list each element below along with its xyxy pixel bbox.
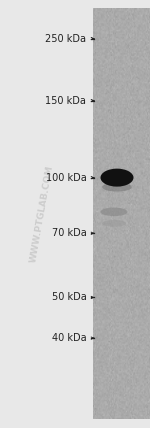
Text: 150 kDa: 150 kDa [45,95,86,106]
Text: 250 kDa: 250 kDa [45,33,86,44]
Ellipse shape [100,169,134,187]
Text: 70 kDa: 70 kDa [51,228,86,238]
Ellipse shape [102,220,126,227]
Text: 40 kDa: 40 kDa [52,333,86,343]
Text: WWW.PTGLAB.COM: WWW.PTGLAB.COM [29,164,55,264]
Ellipse shape [100,208,127,216]
Text: 50 kDa: 50 kDa [51,292,86,303]
Text: 100 kDa: 100 kDa [45,172,86,183]
Bar [93,9,150,419]
Ellipse shape [102,183,132,192]
